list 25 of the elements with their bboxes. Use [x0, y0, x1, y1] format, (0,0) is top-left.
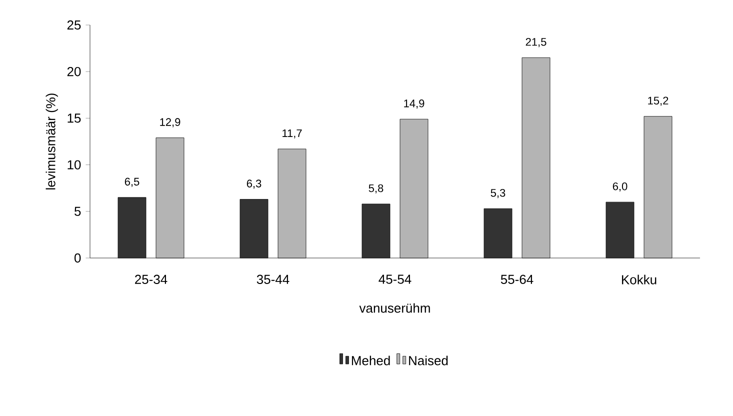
legend-label: Naised: [409, 356, 448, 366]
legend-label: Mehed: [352, 356, 390, 366]
x-axis-title: vanuserühm: [359, 303, 430, 313]
x-tick-label: 45-54: [378, 274, 412, 284]
data-label: 6,5: [124, 178, 140, 187]
y-axis-title: levimusmäär (%): [46, 94, 58, 190]
x-tick-label: 25-34: [135, 274, 168, 284]
y-tick-label: 15: [68, 114, 81, 123]
data-label: 12,9: [160, 118, 180, 128]
data-label: 5,3: [490, 188, 506, 198]
x-tick-label: 35-44: [256, 274, 290, 284]
data-label: 11,7: [282, 129, 302, 138]
data-label: 6,0: [612, 182, 628, 192]
x-tick-label: Kokku: [622, 274, 656, 284]
data-label: 6,3: [246, 180, 262, 189]
data-label: 21,5: [526, 38, 546, 48]
y-tick-label: 20: [67, 66, 81, 76]
x-tick-label: 55-64: [500, 274, 534, 284]
y-tick-label: 10: [68, 160, 81, 170]
data-label: 15,2: [648, 96, 668, 106]
y-tick-label: 25: [67, 20, 81, 30]
data-label: 5,8: [368, 184, 384, 194]
y-tick-label: 0: [74, 253, 81, 263]
y-tick-label: 5: [74, 206, 81, 216]
data-label: 14,9: [404, 100, 424, 109]
